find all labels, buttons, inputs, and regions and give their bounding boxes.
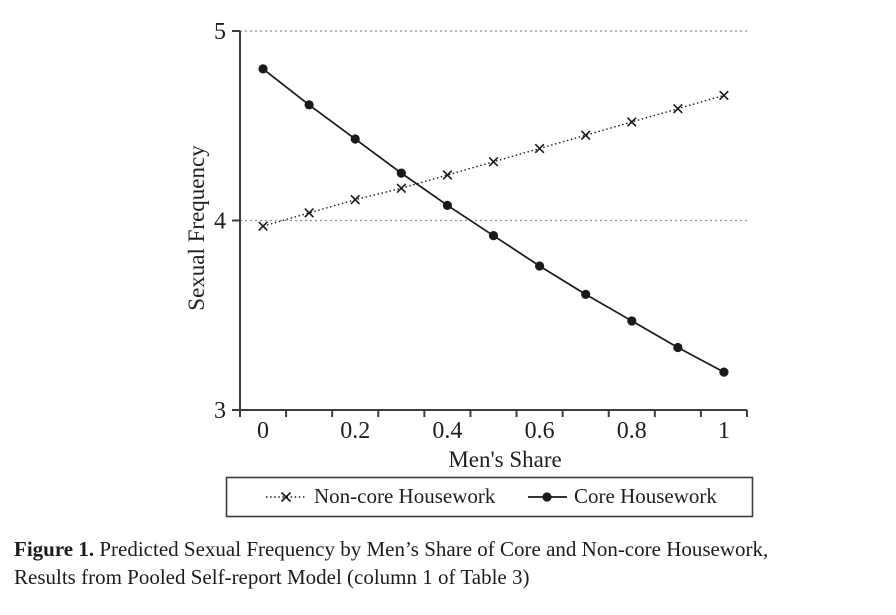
sexual-frequency-chart: 5 4 3 0 0.2 0.4 0.6 0.8 1 Men's Share Sexual Fre…: [184, 19, 754, 518]
legend-label-core: Core Housework: [574, 484, 717, 508]
x-marker-non-core-housework: [442, 170, 453, 180]
plot-area: 5 4 3 0 0.2 0.4 0.6 0.8 1: [214, 19, 748, 444]
x-tick-label: 0.4: [432, 418, 462, 444]
x-tick-label: 1: [718, 418, 730, 444]
x-marker-non-core-housework: [258, 221, 268, 232]
circle-marker-core-housework: [581, 289, 591, 300]
x-tick-label: 0.2: [340, 418, 370, 444]
circle-marker-core-housework: [673, 342, 683, 353]
legend-label-noncore: Non-core Housework: [314, 484, 496, 508]
x-marker-non-core-housework: [672, 103, 683, 114]
x-marker-icon: [280, 491, 292, 503]
x-marker-non-core-housework: [626, 117, 637, 127]
circle-marker-core-housework: [258, 64, 268, 74]
legend-box: [225, 476, 754, 518]
figure-caption: Figure 1. Predicted Sexual Frequency by …: [14, 535, 886, 591]
x-marker-non-core-housework: [488, 156, 499, 167]
x-marker-non-core-housework: [580, 130, 591, 141]
circle-marker-core-housework: [534, 261, 545, 271]
x-tick-label: 0: [257, 418, 269, 444]
x-axis-title: Men's Share: [448, 447, 561, 472]
circle-marker-core-housework: [304, 100, 314, 110]
x-marker-non-core-housework: [719, 90, 729, 101]
series-line-non-core-housework: [262, 94, 725, 227]
x-marker-non-core-housework: [396, 183, 407, 194]
figure-caption-label: Figure 1.: [14, 537, 95, 561]
figure-caption-line2: Results from Pooled Self-report Model (c…: [14, 565, 530, 589]
series-line-core-housework: [262, 68, 725, 373]
x-marker-non-core-housework: [304, 208, 315, 218]
x-marker-non-core-housework: [350, 194, 361, 205]
circle-marker-core-housework: [627, 316, 637, 326]
x-tick-label: 0.6: [525, 418, 555, 444]
y-axis-title: Sexual Frequency: [184, 145, 209, 311]
figure-caption-line1: Predicted Sexual Frequency by Men’s Shar…: [94, 537, 769, 561]
circle-marker-core-housework: [719, 367, 729, 377]
x-tick-label: 0.8: [617, 418, 647, 444]
y-tick-label: 4: [214, 209, 226, 235]
circle-marker-core-housework: [442, 200, 453, 210]
legend-item-core-housework: Core Housework: [528, 484, 717, 508]
circle-marker-core-housework: [488, 231, 499, 241]
legend-item-noncore-housework: Non-core Housework: [266, 484, 496, 508]
y-tick-label: 5: [214, 19, 226, 45]
y-tick-label: 3: [214, 398, 226, 424]
x-marker-non-core-housework: [534, 143, 545, 154]
circle-marker-icon: [542, 492, 552, 502]
legend: Non-core Housework Core Housework: [225, 476, 754, 518]
circle-marker-core-housework: [396, 168, 406, 178]
circle-marker-core-housework: [350, 134, 360, 144]
